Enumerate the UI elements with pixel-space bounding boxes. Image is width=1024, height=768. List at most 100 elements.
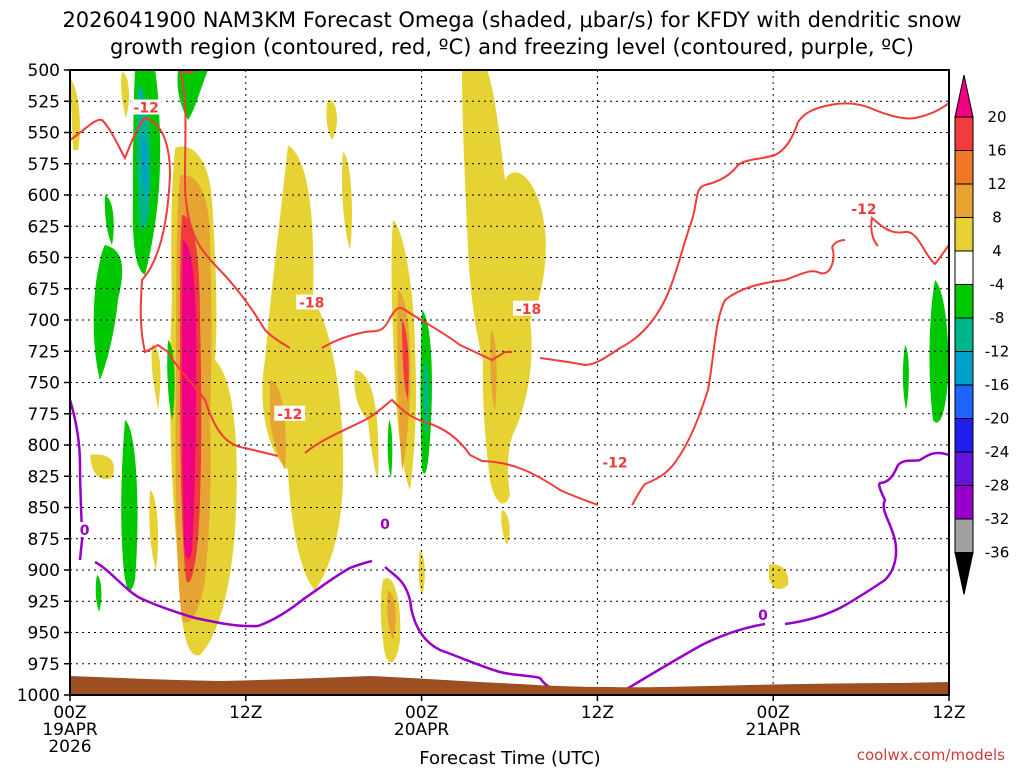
contour-label: -12 <box>851 202 876 218</box>
y-tick-label: 850 <box>28 499 60 519</box>
omega-shade-yellow <box>354 370 379 480</box>
contour-minus-12-lower-right <box>631 239 846 506</box>
colorbar-label: -16 <box>985 376 1010 394</box>
colorbar-swatch <box>954 485 974 520</box>
contour-minus-12-middle <box>304 398 599 506</box>
y-tick-label: 825 <box>28 467 60 487</box>
omega-shade-orange <box>490 330 497 410</box>
contour-minus-12-top-left <box>179 70 194 74</box>
colorbar-label: 8 <box>992 209 1002 227</box>
x-tick-label: 21APR <box>746 720 802 740</box>
y-tick-label: 650 <box>28 249 60 269</box>
y-tick-label: 750 <box>28 374 60 394</box>
contour-minus-18 <box>179 70 949 367</box>
omega-shade-yellow <box>262 145 344 590</box>
x-tick-label: 12Z <box>581 703 614 723</box>
contour-label-bg <box>513 300 545 316</box>
y-tick-label: 700 <box>28 311 60 331</box>
y-tick-label: 775 <box>28 405 60 425</box>
terrain-ground <box>70 676 949 695</box>
credit-text: coolwx.com/models <box>857 746 1005 764</box>
colorbar-swatch <box>954 150 974 185</box>
y-axis: 500 525 550 575 600 625 650 675 700 725 750 775 800 8… <box>17 61 70 706</box>
colorbar-swatch <box>954 518 974 553</box>
contour-label: 0 <box>80 523 90 539</box>
dendritic-contours <box>70 70 949 506</box>
colorbar-label: -12 <box>985 343 1010 361</box>
contour-minus-12-upper <box>70 116 279 457</box>
contour-minus-12-top-right <box>870 216 949 266</box>
y-tick-label: 675 <box>28 280 60 300</box>
contour-label: -12 <box>277 407 302 423</box>
omega-shade-teal <box>423 360 429 440</box>
colorbar-swatch <box>954 384 974 419</box>
x-tick-label: 00Z <box>757 703 790 723</box>
colorbar-swatch <box>954 351 974 386</box>
contour-label: -18 <box>299 296 324 312</box>
contour-zero <box>70 399 949 695</box>
colorbar-label: -32 <box>985 510 1010 528</box>
contour-labels: -12 -18 -18 -12 -12 -12 0 0 0 <box>78 99 880 624</box>
contour-label-bg <box>296 294 328 310</box>
x-tick-label: 20APR <box>394 720 450 740</box>
y-tick-label: 600 <box>28 186 60 206</box>
y-tick-label: 725 <box>28 342 60 362</box>
colorbar-label: -24 <box>985 443 1010 461</box>
omega-shade-green <box>387 420 393 478</box>
colorbar-label: -28 <box>985 477 1010 495</box>
omega-shade-green <box>121 420 138 591</box>
y-tick-label: 950 <box>28 624 60 644</box>
x-tick-label: 12Z <box>229 703 262 723</box>
omega-shade-yellow <box>151 345 161 410</box>
omega-shade-yellow <box>90 454 114 480</box>
colorbar-swatch <box>954 451 974 486</box>
colorbar-swatch <box>954 284 974 319</box>
x-tick-label: 2026 <box>48 737 91 757</box>
colorbar-label: -36 <box>985 544 1010 562</box>
colorbar-label: -4 <box>990 276 1005 294</box>
x-axis-title: Forecast Time (UTC) <box>419 748 600 768</box>
y-tick-label: 525 <box>28 92 60 112</box>
y-tick-label: 925 <box>28 592 60 612</box>
omega-shade-orange <box>387 590 396 640</box>
colorbar-label: 20 <box>987 108 1006 126</box>
colorbar-label: 12 <box>987 175 1006 193</box>
colorbar-swatch <box>954 250 974 285</box>
colorbar-label: -8 <box>990 309 1005 327</box>
y-tick-label: 800 <box>28 436 60 456</box>
omega-shade-yellow <box>326 99 337 140</box>
omega-shading <box>70 70 949 663</box>
x-tick-label: 19APR <box>42 720 98 740</box>
omega-shade-red <box>402 320 409 400</box>
contour-label-bg <box>378 515 392 531</box>
y-tick-label: 900 <box>28 561 60 581</box>
contour-label: -12 <box>134 101 159 117</box>
contour-label-bg <box>78 522 92 537</box>
contour-label: 0 <box>758 608 768 624</box>
colorbar-swatch <box>954 183 974 218</box>
colorbar-swatch <box>954 217 974 252</box>
y-tick-label: 1000 <box>17 686 60 706</box>
omega-shade-yellow <box>149 490 158 570</box>
omega-shade-green <box>93 245 123 380</box>
contour-label-bg <box>756 607 770 622</box>
colorbar-swatch <box>954 317 974 352</box>
y-tick-label: 625 <box>28 217 60 237</box>
x-tick-label: 00Z <box>53 703 86 723</box>
freezing-level-contour <box>70 399 949 695</box>
colorbar-bottom-arrow <box>954 552 974 595</box>
omega-shade-orange <box>397 290 411 470</box>
colorbar-label: 4 <box>992 242 1002 260</box>
contour-label-bg <box>130 99 162 115</box>
colorbar-label: -20 <box>985 410 1010 428</box>
colorbar-swatch <box>954 418 974 453</box>
y-tick-label: 975 <box>28 655 60 675</box>
contour-label: -12 <box>602 456 627 472</box>
omega-shade-yellow <box>418 550 425 595</box>
omega-shade-orange <box>270 380 286 470</box>
omega-shade-green <box>104 195 114 245</box>
colorbar-label: 16 <box>987 142 1006 160</box>
